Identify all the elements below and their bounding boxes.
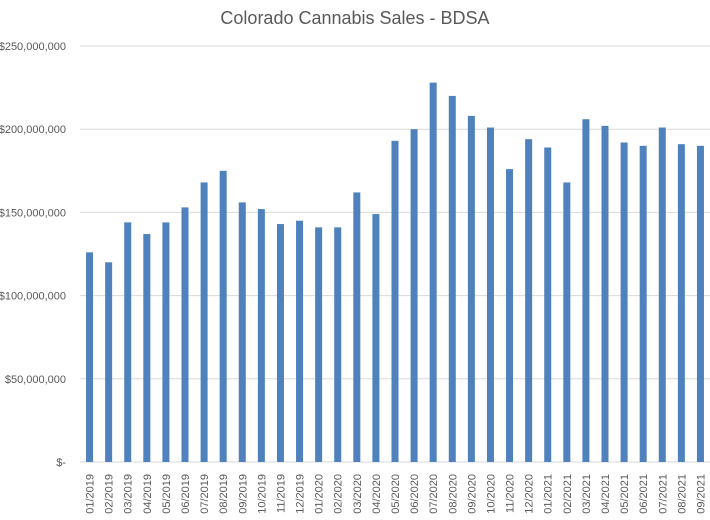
- bar: [525, 139, 533, 462]
- bar: [334, 227, 342, 462]
- x-tick-label: 11/2019: [275, 474, 287, 513]
- x-tick-label: 07/2020: [428, 474, 440, 514]
- x-tick-label: 01/2021: [543, 474, 555, 514]
- chart-title: Colorado Cannabis Sales - BDSA: [220, 8, 490, 28]
- x-tick-label: 10/2020: [485, 474, 497, 514]
- x-tick-label: 12/2020: [524, 474, 536, 514]
- x-tick-label: 05/2020: [390, 474, 402, 514]
- y-axis-ticks: $- $50,000,000 $100,000,000 $150,000,000 $20…: [0, 41, 66, 469]
- x-tick-label: 07/2019: [199, 474, 211, 514]
- bar: [372, 214, 380, 462]
- bar: [677, 144, 685, 462]
- bar: [181, 207, 189, 462]
- bar: [563, 182, 571, 462]
- x-tick-label: 08/2019: [218, 474, 230, 514]
- x-tick-label: 12/2019: [295, 474, 307, 514]
- bar: [639, 145, 647, 462]
- x-tick-label: 03/2020: [352, 474, 364, 514]
- bar: [544, 147, 552, 462]
- bar: [257, 209, 265, 462]
- bar: [391, 140, 399, 462]
- x-tick-label: 09/2021: [695, 474, 707, 514]
- bar: [276, 224, 284, 462]
- bar: [200, 182, 208, 462]
- x-tick-label: 06/2021: [638, 474, 650, 514]
- bar: [658, 127, 666, 462]
- x-tick-label: 02/2019: [104, 474, 116, 514]
- x-tick-label: 06/2019: [180, 474, 192, 514]
- bar: [219, 170, 227, 463]
- bar: [467, 115, 475, 462]
- y-tick-label: $50,000,000: [5, 374, 66, 386]
- y-tick-label: $-: [56, 457, 66, 469]
- bar: [315, 227, 323, 462]
- y-tick-label: $200,000,000: [0, 124, 66, 136]
- x-tick-label: 01/2020: [314, 474, 326, 514]
- bar: [162, 222, 170, 462]
- x-tick-label: 03/2021: [581, 474, 593, 514]
- bar: [486, 127, 494, 462]
- x-tick-label: 09/2020: [466, 474, 478, 514]
- x-tick-label: 02/2020: [333, 474, 345, 514]
- bar: [410, 129, 418, 462]
- bars: [86, 82, 704, 463]
- y-tick-label: $250,000,000: [0, 41, 66, 53]
- bar: [296, 220, 304, 462]
- x-tick-label: 10/2019: [256, 474, 268, 514]
- bar: [143, 234, 151, 462]
- x-tick-label: 04/2020: [371, 474, 383, 514]
- x-tick-label: 08/2020: [447, 474, 459, 514]
- bar: [353, 192, 361, 462]
- x-tick-label: 05/2019: [161, 474, 173, 514]
- bar: [124, 222, 132, 462]
- bar: [696, 145, 704, 462]
- x-tick-label: 09/2019: [237, 474, 249, 514]
- x-tick-label: 05/2021: [619, 474, 631, 514]
- bar: [105, 262, 113, 462]
- y-tick-label: $100,000,000: [0, 291, 66, 303]
- x-tick-label: 01/2019: [85, 474, 97, 514]
- bar: [582, 119, 590, 462]
- bar: [506, 169, 514, 463]
- x-tick-label: 04/2021: [600, 474, 612, 514]
- x-tick-label: 11/2020: [505, 474, 517, 513]
- x-tick-label: 04/2019: [142, 474, 154, 514]
- bar: [620, 142, 628, 462]
- x-tick-label: 08/2021: [676, 474, 688, 514]
- x-tick-label: 06/2020: [409, 474, 421, 514]
- x-axis-ticks: 01/2019 02/2019 03/2019 04/2019 05/2019 06/20…: [85, 474, 708, 514]
- x-tick-label: 07/2021: [657, 474, 669, 514]
- x-tick-label: 03/2019: [123, 474, 135, 514]
- y-tick-label: $150,000,000: [0, 207, 66, 219]
- bar: [86, 252, 94, 462]
- bar: [601, 125, 609, 462]
- bar: [429, 82, 437, 462]
- x-tick-label: 02/2021: [562, 474, 574, 514]
- bar: [448, 95, 456, 463]
- bar: [238, 202, 246, 462]
